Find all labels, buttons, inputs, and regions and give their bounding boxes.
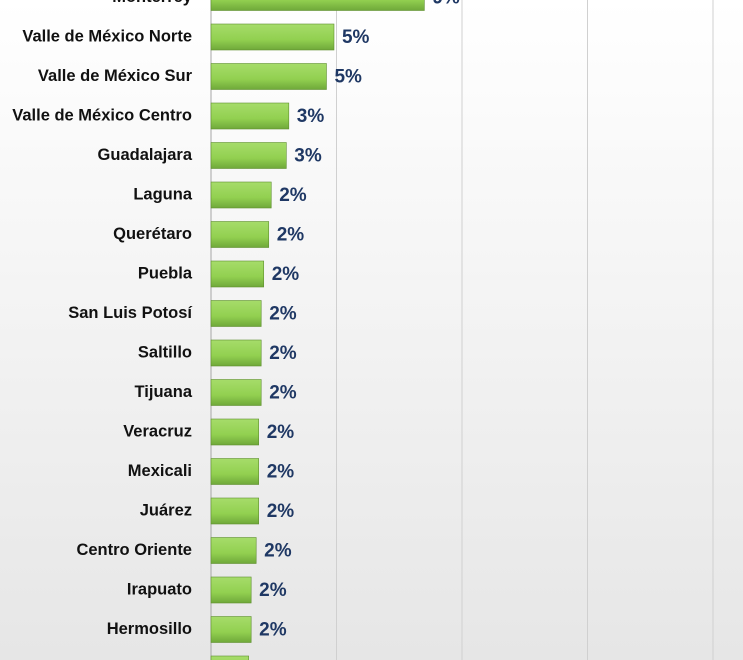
bar — [210, 418, 259, 446]
value-label: 2% — [277, 225, 305, 246]
bar — [210, 0, 425, 11]
bar — [210, 63, 327, 90]
bar — [210, 102, 290, 130]
bar — [210, 379, 262, 406]
category-label: Mexicali — [128, 462, 192, 480]
value-label: 2% — [269, 343, 297, 364]
category-label: Centro Oriente — [76, 541, 192, 559]
bars: Monterrey 9% Valle de México Norte 5% Valle … — [12, 0, 460, 660]
category-label: Irapuato — [127, 580, 192, 598]
category-label: Juárez — [140, 501, 192, 519]
category-label: Puebla — [138, 264, 193, 282]
value-label: 3% — [297, 106, 325, 127]
category-label: Valle de México Centro — [12, 106, 192, 124]
category-label: Guadalajara — [98, 146, 193, 164]
bar — [210, 260, 265, 288]
value-label: 2% — [269, 304, 297, 325]
category-label: Valle de México Norte — [22, 27, 192, 45]
value-label: 2% — [264, 541, 292, 562]
value-label: 9% — [432, 0, 460, 9]
category-label: Tijuana — [135, 383, 193, 401]
value-label: 2% — [272, 264, 300, 285]
bar — [210, 142, 287, 169]
bar — [210, 221, 270, 248]
bar — [210, 458, 259, 485]
value-label: 2% — [267, 462, 295, 483]
category-label: San Luis Potosí — [68, 304, 193, 322]
bar — [210, 576, 252, 604]
category-label: Querétaro — [113, 225, 192, 243]
value-label: 2% — [259, 620, 287, 641]
value-label: 5% — [334, 67, 362, 88]
bar — [210, 339, 262, 367]
bar — [210, 181, 272, 209]
bar — [210, 300, 262, 327]
bar — [210, 655, 249, 660]
bar — [210, 23, 335, 51]
category-label: Hermosillo — [107, 620, 192, 638]
bar — [210, 537, 257, 564]
value-label: 5% — [342, 27, 370, 48]
value-label: 2% — [269, 383, 297, 404]
category-label: Saltillo — [138, 343, 192, 361]
category-label: Monterrey — [112, 0, 193, 6]
value-label: 2% — [259, 580, 287, 601]
category-label: Valle de México Sur — [38, 67, 193, 85]
value-label: 3% — [294, 146, 322, 167]
bar — [210, 497, 259, 525]
category-label: Veracruz — [123, 422, 192, 440]
value-label: 2% — [267, 422, 295, 443]
category-label: Laguna — [133, 185, 192, 203]
bar — [210, 616, 252, 643]
value-label: 2% — [279, 185, 307, 206]
value-label: 2% — [267, 501, 295, 522]
